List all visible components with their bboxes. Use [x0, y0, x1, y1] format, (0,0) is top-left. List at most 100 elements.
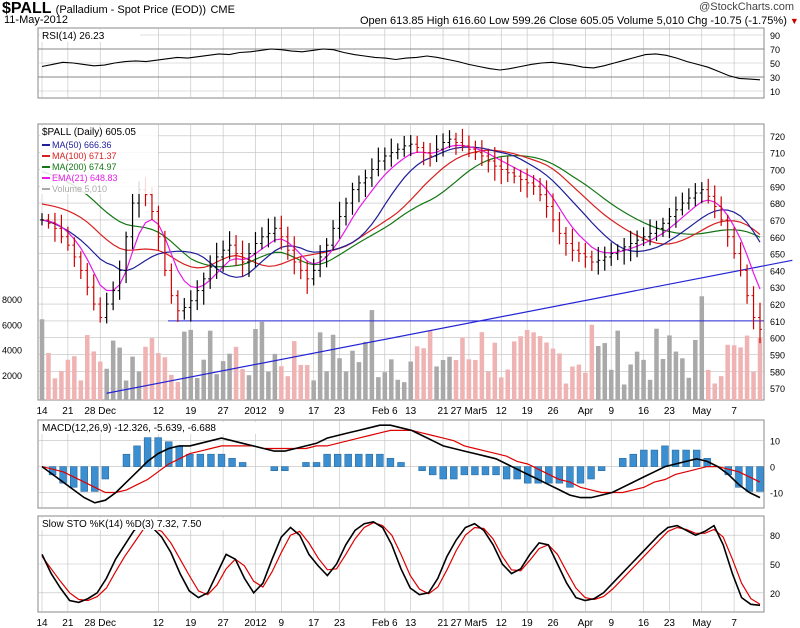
- price-tick-label: 640: [770, 266, 785, 276]
- volume-bar: [389, 359, 394, 400]
- rsi-tick-label: 70: [770, 45, 780, 55]
- sto-xtick-label: 13: [405, 618, 417, 628]
- macd-signal-line: [41, 429, 761, 494]
- sto-xtick-label: Apr: [578, 618, 594, 628]
- legend-entry: MA(50) 666.36: [52, 140, 112, 150]
- rsi-label-bg: [40, 30, 140, 42]
- macd-line: [41, 424, 761, 504]
- sto-xtick-label: 23: [334, 618, 346, 628]
- price-xtick-label: 9: [608, 406, 614, 417]
- macd-histogram-bar: [91, 466, 99, 492]
- macd-histogram-bar: [576, 466, 585, 484]
- volume-bar: [91, 351, 97, 400]
- price-xtick-label: 7: [731, 406, 737, 417]
- macd-histogram-bar: [302, 462, 310, 467]
- volume-bar: [757, 337, 763, 400]
- volume-bar: [259, 321, 265, 400]
- macd-histogram-bar: [238, 462, 247, 467]
- legend-entry: MA(200) 674.97: [52, 162, 117, 172]
- volume-bar: [680, 358, 685, 400]
- price-tick-label: 610: [770, 317, 785, 327]
- macd-histogram-bar: [502, 466, 511, 480]
- macd-histogram-bar: [682, 449, 690, 467]
- price-tick-label: 650: [770, 250, 785, 260]
- macd-histogram-bar: [186, 453, 194, 467]
- volume-bar: [162, 357, 168, 400]
- ma100-line: [41, 149, 761, 269]
- sto-xtick-label: 12: [496, 618, 508, 628]
- macd-histogram-bar: [312, 462, 321, 467]
- volume-bar: [304, 365, 310, 400]
- macd-histogram-bar: [281, 466, 289, 471]
- macd-histogram-bar: [735, 466, 743, 488]
- price-tick-label: 710: [770, 149, 785, 159]
- volume-bar: [563, 383, 569, 400]
- rsi-tick-label: 30: [770, 73, 780, 83]
- sto-xtick-label: 9: [608, 618, 614, 628]
- macd-histogram-bar: [80, 466, 88, 492]
- volume-bar: [343, 371, 349, 400]
- macd-histogram-bar: [344, 453, 352, 467]
- volume-bar: [227, 353, 232, 400]
- price-xtick-label: May: [692, 406, 711, 417]
- volume-bar: [169, 374, 174, 400]
- volume-bar: [104, 368, 109, 400]
- rsi-tick-label: 90: [770, 31, 780, 41]
- price-xtick-label: 21: [437, 406, 449, 417]
- sto-xtick-label: 26: [547, 618, 559, 628]
- volume-bar: [298, 364, 304, 400]
- macd-histogram-bar: [513, 466, 521, 480]
- volume-bar: [72, 356, 77, 400]
- volume-bar: [667, 335, 672, 400]
- price-xtick-label: 23: [664, 406, 676, 417]
- volume-bar: [317, 332, 323, 400]
- volume-bar: [156, 353, 161, 400]
- volume-tick-label: 4000: [2, 346, 22, 356]
- price-tick-label: 600: [770, 334, 785, 344]
- volume-bar: [59, 371, 64, 400]
- volume-bar: [78, 380, 84, 400]
- volume-bar: [350, 350, 355, 400]
- price-xtick-label: 2012: [244, 406, 267, 417]
- symbol: $PALL: [2, 0, 52, 17]
- volume-bar: [744, 335, 750, 400]
- price-tick-label: 590: [770, 351, 785, 361]
- volume-bar: [376, 377, 381, 400]
- sto-xtick-label: 28 Dec: [84, 618, 116, 628]
- rsi-label: RSI(14) 26.23: [42, 31, 105, 42]
- volume-bar: [453, 359, 459, 400]
- watermark: @StockCharts.com: [699, 1, 794, 13]
- volume-bar: [279, 366, 284, 400]
- volume-tick-label: 8000: [2, 295, 22, 305]
- macd-histogram-bar: [745, 466, 754, 492]
- volume-bar: [486, 371, 491, 400]
- volume-bar: [524, 329, 530, 400]
- rsi-line: [41, 48, 761, 81]
- macd-histogram-bar: [217, 453, 226, 467]
- macd-histogram-bar: [450, 466, 458, 480]
- macd-histogram-bar: [460, 466, 469, 476]
- volume-bar: [647, 379, 653, 400]
- volume-bar: [712, 383, 717, 400]
- volume-bar: [447, 356, 452, 400]
- volume-bar: [693, 339, 698, 400]
- volume-bar: [240, 368, 245, 400]
- rsi-tick-label: 50: [770, 59, 780, 69]
- sto-label-bg: [40, 518, 240, 530]
- volume-bar: [511, 341, 517, 400]
- volume-bar: [583, 372, 588, 400]
- price-xtick-label: 28 Dec: [84, 406, 116, 417]
- price-xtick-label: 19: [522, 406, 534, 417]
- volume-bar: [641, 359, 646, 400]
- volume-bar: [440, 360, 446, 400]
- price-tick-label: 630: [770, 283, 785, 293]
- macd-histogram-bar: [471, 466, 479, 476]
- price-xtick-label: 23: [334, 406, 346, 417]
- sto-label: Slow STO %K(14) %D(3) 7.32, 7.50: [42, 519, 202, 530]
- volume-bar: [427, 330, 433, 400]
- volume-bar: [220, 361, 226, 400]
- price-tick-label: 720: [770, 132, 785, 142]
- volume-bar: [85, 335, 90, 400]
- volume-bar: [272, 353, 278, 400]
- volume-bar: [130, 356, 135, 400]
